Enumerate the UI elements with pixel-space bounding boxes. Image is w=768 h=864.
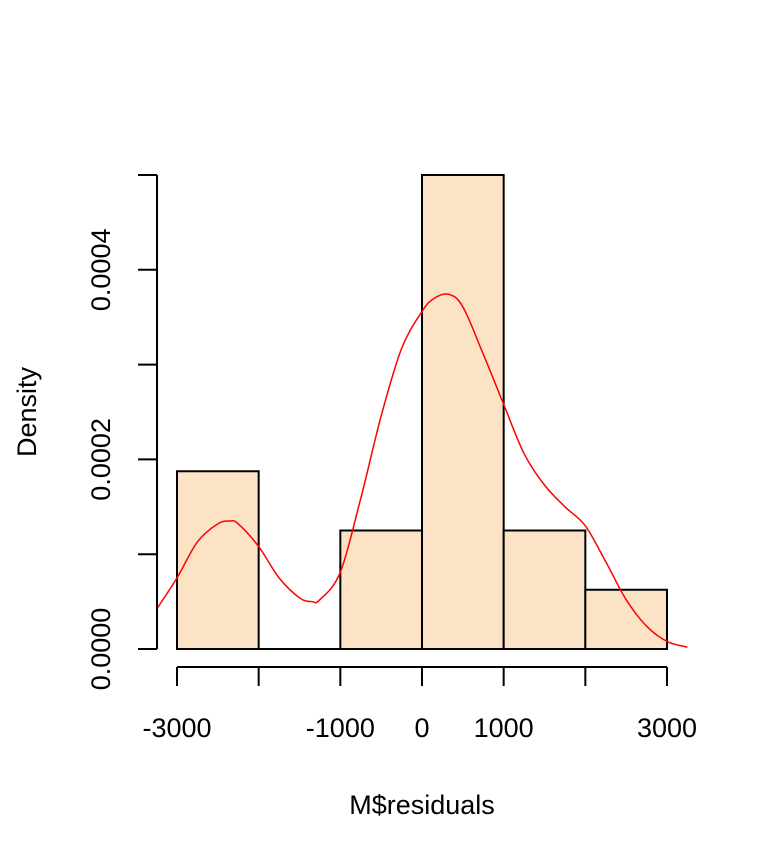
histogram-bars <box>176 174 668 650</box>
x-tick-label: 3000 <box>637 713 697 743</box>
x-tick-label: 1000 <box>474 713 534 743</box>
y-tick-label: 0.0000 <box>86 608 116 691</box>
histogram-bar <box>176 470 260 650</box>
histogram-bar <box>339 529 424 650</box>
x-tick-label: -1000 <box>306 713 375 743</box>
histogram-bar <box>502 529 587 650</box>
density-curve <box>155 293 688 648</box>
x-axis: -3000 -1000 0 1000 3000 <box>142 666 697 743</box>
x-axis-title: M$residuals <box>349 790 495 820</box>
y-axis: 0.0000 0.0002 0.0004 <box>86 174 158 691</box>
y-tick-label: 0.0002 <box>86 418 116 501</box>
x-tick-label: -3000 <box>142 713 211 743</box>
x-tick-label: 0 <box>414 713 429 743</box>
y-axis-title: Density <box>12 366 42 457</box>
y-tick-label: 0.0004 <box>86 229 116 312</box>
histogram-bar <box>421 174 505 650</box>
